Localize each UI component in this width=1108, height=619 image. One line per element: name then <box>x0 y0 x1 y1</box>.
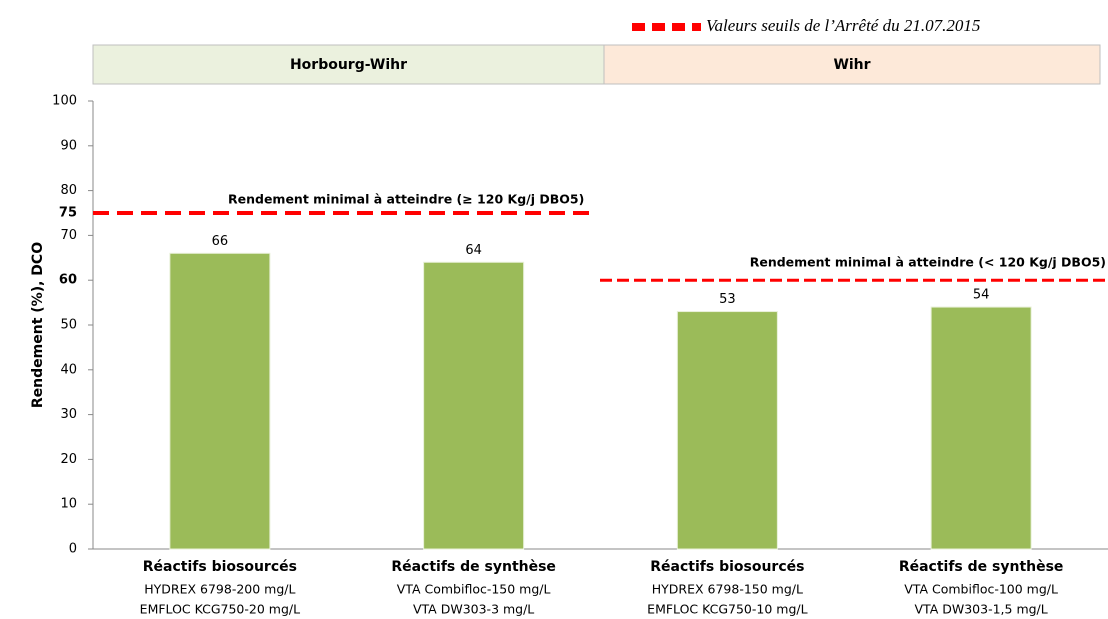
y-tick-label: 0 <box>69 542 77 557</box>
bar <box>423 261 525 550</box>
legend-text: Valeurs seuils de l’Arrêté du 21.07.2015 <box>706 16 980 35</box>
y-tick-label: 80 <box>60 183 77 198</box>
group-label: Wihr <box>833 57 870 73</box>
x-tick-detail: EMFLOC KCG750-10 mg/L <box>647 602 807 617</box>
value-label: 54 <box>973 288 990 303</box>
x-tick-detail: EMFLOC KCG750-20 mg/L <box>140 602 300 617</box>
group-header <box>92 44 605 85</box>
group-header <box>603 44 1101 85</box>
y-tick-label: 40 <box>60 362 77 377</box>
bar <box>930 306 1032 550</box>
legend-swatch <box>632 23 645 31</box>
legend-swatch <box>652 23 665 31</box>
y-tick-label: 100 <box>52 94 77 109</box>
y-tick-label: 10 <box>60 497 77 512</box>
x-tick-detail: HYDREX 6798-150 mg/L <box>652 582 803 597</box>
y-tick-label: 50 <box>60 318 77 333</box>
legend-swatch <box>692 23 701 31</box>
value-label: 66 <box>212 234 229 249</box>
threshold-label: Rendement minimal à atteindre (< 120 Kg/… <box>750 255 1106 270</box>
value-label: 64 <box>465 243 482 258</box>
y-tick-label: 70 <box>60 228 77 243</box>
x-tick-detail: VTA Combifloc-150 mg/L <box>397 582 551 597</box>
value-label: 53 <box>719 292 736 307</box>
x-tick-detail: VTA DW303-1,5 mg/L <box>915 602 1048 617</box>
x-tick-detail: VTA DW303-3 mg/L <box>413 602 534 617</box>
y-tick-label: 60 <box>59 273 77 288</box>
y-tick-label: 30 <box>60 407 77 422</box>
x-tick-label: Réactifs biosourcés <box>143 559 297 575</box>
x-tick-label: Réactifs de synthèse <box>899 559 1064 575</box>
group-label: Horbourg-Wihr <box>290 57 407 73</box>
threshold-tick-label: 75 <box>59 206 77 221</box>
bar <box>676 311 778 550</box>
x-tick-label: Réactifs de synthèse <box>391 559 556 575</box>
legend-swatch <box>672 23 685 31</box>
x-tick-detail: VTA Combifloc-100 mg/L <box>904 582 1058 597</box>
y-tick-label: 90 <box>60 138 77 153</box>
y-tick-label: 20 <box>60 452 77 467</box>
threshold-label: Rendement minimal à atteindre (≥ 120 Kg/… <box>228 192 584 207</box>
x-tick-detail: HYDREX 6798-200 mg/L <box>144 582 295 597</box>
bar <box>169 252 271 550</box>
y-axis-label: Rendement (%), DCO <box>30 242 46 408</box>
x-tick-label: Réactifs biosourcés <box>650 559 804 575</box>
